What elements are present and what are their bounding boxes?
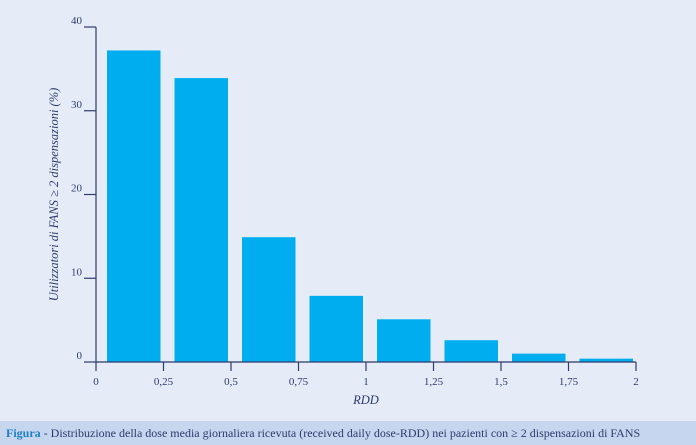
x-tick-label: 1,25 bbox=[424, 376, 444, 388]
caption-text: - Distribuzione della dose media giornal… bbox=[40, 426, 641, 440]
caption-prefix: Figura bbox=[6, 426, 41, 440]
y-ticks: 0 10 20 30 40 bbox=[71, 15, 96, 363]
x-tick-label: 0 bbox=[93, 376, 99, 388]
x-ticks: 0 0,25 0,5 0,75 1 1,25 1,5 1,75 2 bbox=[93, 362, 639, 388]
bar-4 bbox=[377, 319, 431, 362]
x-tick-label: 2 bbox=[633, 376, 639, 388]
bar-1 bbox=[174, 78, 228, 363]
bar-0 bbox=[107, 50, 161, 362]
x-tick-label: 1,5 bbox=[494, 376, 508, 388]
x-tick-label: 0,5 bbox=[224, 376, 238, 388]
y-tick-label: 10 bbox=[71, 266, 83, 278]
x-tick-label: 1,75 bbox=[559, 376, 579, 388]
bar-5 bbox=[444, 340, 498, 362]
bar-3 bbox=[309, 295, 363, 362]
bars bbox=[107, 50, 633, 363]
bar-2 bbox=[242, 237, 296, 362]
x-axis-title: RDD bbox=[352, 393, 379, 407]
x-tick-label: 0,25 bbox=[154, 376, 174, 388]
y-tick-label: 30 bbox=[71, 99, 83, 111]
bar-6 bbox=[512, 353, 566, 362]
x-tick-label: 0,75 bbox=[289, 376, 309, 388]
y-tick-label: 40 bbox=[71, 15, 83, 27]
y-tick-label: 0 bbox=[77, 350, 83, 362]
y-tick-label: 20 bbox=[71, 183, 83, 195]
bar-7 bbox=[579, 358, 633, 362]
figure-caption: Figura - Distribuzione della dose media … bbox=[0, 421, 696, 445]
x-tick-label: 1 bbox=[363, 376, 369, 388]
y-axis-title: Utilizzatori di FANS ≥ 2 dispensazioni (… bbox=[47, 88, 61, 302]
